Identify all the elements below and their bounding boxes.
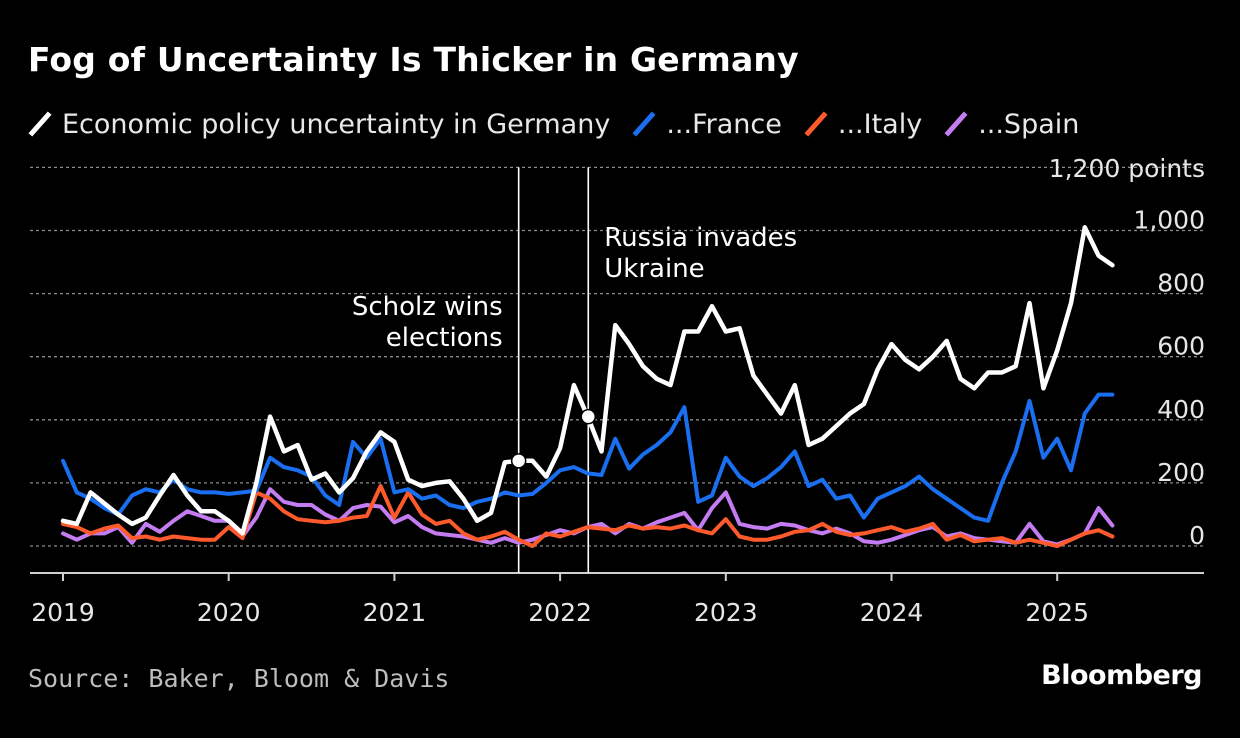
annotation-text: Scholz wins <box>352 292 503 322</box>
x-tick-label: 2023 <box>694 598 758 627</box>
bloomberg-logo: Bloomberg <box>1041 660 1202 691</box>
y-tick-label: 0 <box>1189 521 1205 550</box>
x-tick-label: 2019 <box>31 598 95 627</box>
legend-item-italy: ...Italy <box>804 109 922 140</box>
legend-item-germany: Economic policy uncertainty in Germany <box>28 109 610 140</box>
legend-item-france: ...France <box>632 109 782 140</box>
source-note: Source: Baker, Bloom & Davis <box>28 664 450 693</box>
y-tick-label: 400 <box>1157 395 1205 424</box>
legend-label-germany: Economic policy uncertainty in Germany <box>62 108 611 140</box>
legend-label-italy: ...Italy <box>837 108 923 140</box>
legend-line-spain <box>944 111 968 137</box>
y-tick-label: 600 <box>1157 332 1205 361</box>
legend-label-france: ...France <box>666 108 782 140</box>
legend-line-france <box>632 111 656 137</box>
legend-swatch-spain <box>944 111 968 137</box>
legend-item-spain: ...Spain <box>944 109 1079 140</box>
x-tick-label: 2020 <box>197 598 261 627</box>
y-tick-label: 800 <box>1157 269 1205 298</box>
series-line-italy <box>61 484 1115 548</box>
legend-line-italy <box>804 111 828 137</box>
series-line-france <box>61 392 1115 523</box>
legend-line-germany <box>28 111 52 137</box>
x-tick-label: 2022 <box>528 598 592 627</box>
annotation-text: elections <box>386 323 503 353</box>
y-unit-label: 1,200 points <box>1049 154 1205 183</box>
legend: Economic policy uncertainty in Germany .… <box>28 104 1101 144</box>
x-tick-label: 2025 <box>1025 598 1089 627</box>
chart-title: Fog of Uncertainty Is Thicker in Germany <box>28 40 799 79</box>
legend-label-spain: ...Spain <box>978 108 1080 140</box>
y-tick-label: 200 <box>1157 458 1205 487</box>
annotation-marker-0 <box>510 453 527 469</box>
legend-swatch-italy <box>804 111 828 137</box>
x-tick-label: 2021 <box>363 598 427 627</box>
legend-swatch-germany <box>28 111 52 137</box>
annotation-text: Ukraine <box>604 254 704 284</box>
y-tick-label: 1,000 <box>1133 206 1205 235</box>
x-tick-label: 2024 <box>860 598 924 627</box>
annotation-marker-1 <box>580 408 597 425</box>
annotation-text: Russia invades <box>604 223 797 253</box>
legend-swatch-france <box>632 111 656 137</box>
